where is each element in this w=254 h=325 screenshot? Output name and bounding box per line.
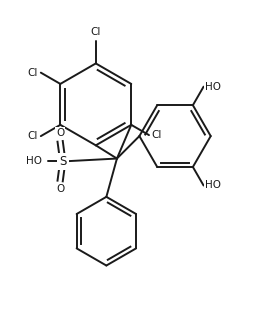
Text: Cl: Cl [151,130,161,140]
Text: HO: HO [204,82,220,92]
Text: Cl: Cl [28,131,38,141]
Text: HO: HO [26,156,41,166]
Text: HO: HO [204,180,220,190]
Text: Cl: Cl [90,27,101,37]
Text: O: O [56,184,64,194]
Text: S: S [59,155,66,168]
Text: O: O [56,128,64,138]
Text: Cl: Cl [28,68,38,78]
